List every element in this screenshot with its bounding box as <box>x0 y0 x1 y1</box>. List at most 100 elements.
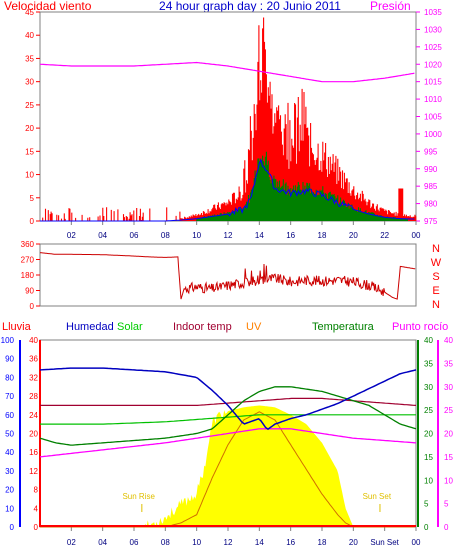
pressure-tick-label: 1000 <box>424 130 442 139</box>
dewpoint-tick-label: 10 <box>444 476 453 485</box>
temperature-line <box>39 386 417 446</box>
humidity-tick-label: 40 <box>5 448 14 457</box>
indoor-temperature-line <box>40 397 417 406</box>
wind-gust-bars <box>42 17 417 221</box>
wind-tick-label: 30 <box>25 78 34 87</box>
wind-speed-bars <box>196 151 408 221</box>
x-tick-label: 04 <box>98 231 107 240</box>
x-tick-label: 06 <box>130 231 139 240</box>
legend-label: UV <box>246 321 262 333</box>
x-tick-label: 12 <box>224 538 233 547</box>
pressure-tick-label: 1025 <box>424 43 442 52</box>
solar-line <box>40 414 416 425</box>
x-tick-label: Sun Set <box>370 538 399 547</box>
x-tick-label: 12 <box>224 231 233 240</box>
x-tick-label: 20 <box>349 538 358 547</box>
compass-label: N <box>432 243 440 255</box>
dew-point-line <box>39 428 417 458</box>
temperature-tick-label: 30 <box>424 383 433 392</box>
dewpoint-tick-label: 25 <box>444 406 453 415</box>
wind-tick-label: 15 <box>25 147 34 156</box>
x-tick-label: 02 <box>67 538 76 547</box>
temperature-tick-label: 20 <box>424 430 433 439</box>
pressure-tick-label: 1030 <box>424 25 442 34</box>
legend-label: Lluvia <box>2 321 32 333</box>
pressure-tick-label: 1015 <box>424 78 442 87</box>
temperature-tick-label: 40 <box>424 336 433 345</box>
x-tick-label: 22 <box>380 231 389 240</box>
x-tick-label: 00 <box>412 538 421 547</box>
x-tick-label: 16 <box>286 538 295 547</box>
dewpoint-tick-label: 0 <box>444 523 449 532</box>
compass-label: S <box>432 271 439 283</box>
x-tick-label: 06 <box>130 538 139 547</box>
plot-frame <box>39 11 417 222</box>
dewpoint-tick-label: 40 <box>444 336 453 345</box>
wind-tick-label: 40 <box>25 31 34 40</box>
humidity-tick-label: 70 <box>5 392 14 401</box>
legend-label: Indoor temp <box>173 321 232 333</box>
pressure-tick-label: 1020 <box>424 60 442 69</box>
plot-frame <box>39 243 417 307</box>
pressure-tick-label: 985 <box>424 182 438 191</box>
rain-tick-label: 0 <box>34 523 39 532</box>
wind-tick-label: 45 <box>25 8 34 17</box>
x-tick-label: 18 <box>318 538 327 547</box>
wind-tick-label: 35 <box>25 54 34 63</box>
rain-tick-label: 4 <box>34 504 39 513</box>
humidity-tick-label: 0 <box>10 523 15 532</box>
pressure-tick-label: 980 <box>424 200 438 209</box>
wind-tick-label: 0 <box>30 217 35 226</box>
pressure-tick-label: 975 <box>424 217 438 226</box>
wind-average-line <box>40 158 415 222</box>
direction-tick-label: 270 <box>21 256 35 265</box>
dewpoint-tick-label: 15 <box>444 453 453 462</box>
x-tick-label: 10 <box>192 538 201 547</box>
humidity-tick-label: 10 <box>5 504 14 513</box>
dewpoint-tick-label: 5 <box>444 500 449 509</box>
pressure-tick-label: 990 <box>424 165 438 174</box>
solar-radiation-area <box>40 405 416 527</box>
humidity-tick-label: 80 <box>5 373 14 382</box>
x-tick-label: 00 <box>412 231 421 240</box>
humidity-tick-label: 20 <box>5 486 14 495</box>
x-tick-label: 04 <box>98 538 107 547</box>
rain-tick-label: 28 <box>29 392 38 401</box>
compass-label: E <box>432 285 439 297</box>
humidity-tick-label: 60 <box>5 411 14 420</box>
rain-tick-label: 40 <box>29 336 38 345</box>
dewpoint-tick-label: 35 <box>444 359 453 368</box>
compass-label: N <box>432 299 440 311</box>
pressure-tick-label: 995 <box>424 147 438 156</box>
wind-axis-title: Velocidad viento <box>4 0 92 13</box>
direction-tick-label: 0 <box>30 302 35 311</box>
dewpoint-tick-label: 30 <box>444 383 453 392</box>
x-tick-label: 02 <box>67 231 76 240</box>
sunrise-label: Sun Rise <box>122 492 155 501</box>
wind-tick-label: 20 <box>25 124 34 133</box>
humidity-tick-label: 30 <box>5 467 14 476</box>
direction-tick-label: 180 <box>21 271 35 280</box>
rain-tick-label: 20 <box>29 430 38 439</box>
bottom-panel-legend: Lluvia Humedad Solar Indoor temp UV Temperatu… <box>2 321 448 333</box>
temperature-tick-label: 25 <box>424 406 433 415</box>
humidity-tick-label: 90 <box>5 355 14 364</box>
temperature-tick-label: 5 <box>424 500 429 509</box>
x-tick-label: 14 <box>255 538 264 547</box>
legend-label: Punto rocío <box>392 321 448 333</box>
x-tick-label: 08 <box>161 231 170 240</box>
temperature-humidity-panel: 0102030405060708090100048121620242832364… <box>1 336 454 547</box>
wind-tick-label: 25 <box>25 101 34 110</box>
rain-tick-label: 24 <box>29 411 38 420</box>
direction-tick-label: 90 <box>25 287 34 296</box>
wind-pressure-panel: 0510152025303540459759809859909951000100… <box>25 8 442 240</box>
x-tick-label: 18 <box>318 231 327 240</box>
temperature-tick-label: 10 <box>424 476 433 485</box>
temperature-tick-label: 0 <box>424 523 429 532</box>
wind-tick-label: 5 <box>30 194 35 203</box>
temperature-tick-label: 35 <box>424 359 433 368</box>
rain-tick-label: 8 <box>34 486 39 495</box>
sunset-label: Sun Set <box>363 492 392 501</box>
